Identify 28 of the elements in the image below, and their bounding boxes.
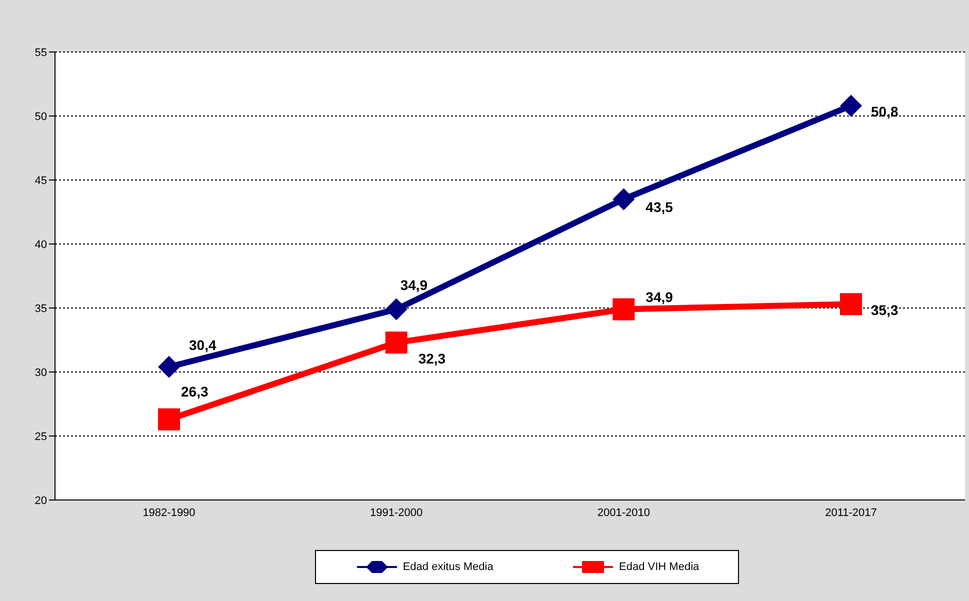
point <box>158 408 180 430</box>
y-tick-label: 35 <box>34 302 47 315</box>
y-tick-label: 55 <box>34 46 47 59</box>
point <box>840 293 862 316</box>
x-tick-label: 2011-2017 <box>825 506 877 519</box>
x-tick-label: 1991-2000 <box>370 506 423 519</box>
data-label: 26,3 <box>181 383 208 400</box>
legend-label: Edad exitus Media <box>402 561 494 573</box>
point <box>612 298 635 320</box>
point <box>612 188 635 210</box>
y-tick-label: 25 <box>34 430 47 443</box>
y-tick-label: 50 <box>34 110 47 123</box>
y-tick-label: 30 <box>34 366 47 379</box>
data-label: 34,9 <box>400 277 428 294</box>
data-label: 34,9 <box>646 289 674 306</box>
x-tick-label: 1982-1990 <box>142 506 196 519</box>
point <box>385 332 408 354</box>
y-tick-label: 40 <box>34 238 47 251</box>
y-tick-label: 20 <box>34 494 47 507</box>
point <box>385 298 408 320</box>
y-tick-label: 45 <box>34 174 47 187</box>
legend-label: Edad VIH Media <box>619 561 700 573</box>
data-label: 43,5 <box>646 199 674 216</box>
x-tick-label: 2001-2010 <box>597 506 650 519</box>
point <box>158 356 180 378</box>
data-label: 30,4 <box>189 336 216 353</box>
data-label: 32,3 <box>418 350 446 366</box>
point <box>840 94 862 117</box>
